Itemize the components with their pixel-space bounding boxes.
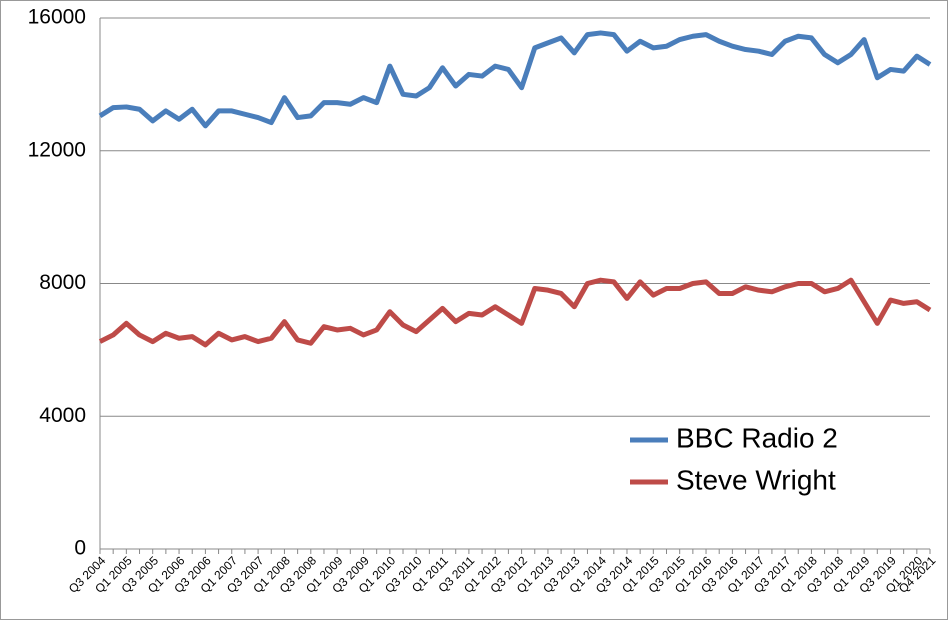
y-tick-label: 4000 <box>39 404 86 427</box>
legend-label: BBC Radio 2 <box>676 422 838 453</box>
legend-label: Steve Wright <box>676 464 836 495</box>
y-tick-label: 16000 <box>28 6 86 29</box>
y-tick-label: 8000 <box>39 271 86 294</box>
y-tick-label: 12000 <box>28 138 86 161</box>
series-line <box>98 30 932 129</box>
y-tick-label: 0 <box>74 537 86 560</box>
series-line <box>98 277 932 348</box>
